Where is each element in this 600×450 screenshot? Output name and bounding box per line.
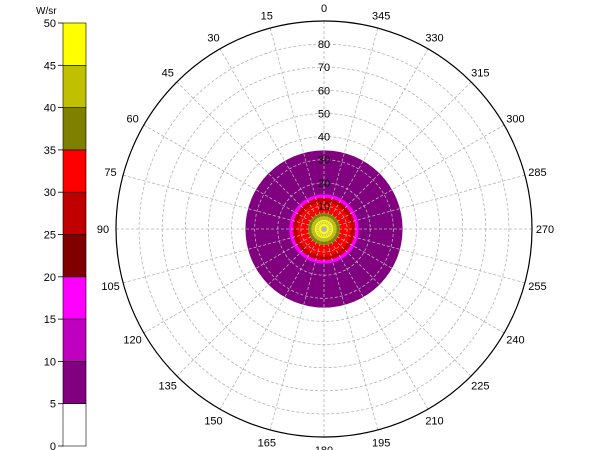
colorbar-tick-label-2: 10 bbox=[44, 356, 56, 368]
radial-tick-label-7: 80 bbox=[318, 39, 330, 51]
colorbar-tick-label-0: 0 bbox=[50, 441, 56, 450]
colorbar-bin-1 bbox=[62, 361, 87, 404]
radial-grid-circle-5 bbox=[184, 89, 464, 369]
radial-tick-label-0: 10 bbox=[318, 201, 330, 213]
radial-tick-label-6: 70 bbox=[318, 62, 330, 74]
colorbar-tick-label-7: 35 bbox=[44, 145, 56, 157]
colorbar-tick-label-9: 45 bbox=[44, 60, 56, 72]
angle-tick-label-13: 195 bbox=[372, 437, 390, 449]
colorbar-bin-8 bbox=[62, 65, 87, 108]
angle-tick-label-12: 180 bbox=[315, 445, 333, 450]
angle-tick-label-15: 225 bbox=[471, 380, 489, 392]
angle-tick-label-10: 150 bbox=[204, 415, 222, 427]
angle-tick-label-5: 75 bbox=[104, 167, 116, 179]
colorbar-tick-label-4: 20 bbox=[44, 272, 56, 284]
angle-tick-label-9: 135 bbox=[159, 380, 177, 392]
angle-tick-label-19: 285 bbox=[528, 167, 546, 179]
angle-tick-label-20: 300 bbox=[506, 114, 524, 126]
colorbar-bin-7 bbox=[62, 107, 87, 151]
colorbar-tick-label-5: 25 bbox=[44, 230, 56, 242]
angle-tick-label-2: 30 bbox=[207, 33, 219, 45]
colorbar-tick-label-6: 30 bbox=[44, 187, 56, 199]
colorbar-tick-label-3: 15 bbox=[44, 314, 56, 326]
radial-tick-label-5: 60 bbox=[318, 85, 330, 97]
colorbar-tick-label-1: 5 bbox=[50, 399, 56, 411]
colorbar-unit-label: W/sr bbox=[36, 6, 57, 17]
radial-tick-label-4: 50 bbox=[318, 108, 330, 120]
angle-tick-label-21: 315 bbox=[471, 68, 489, 80]
radial-grid-circle-2 bbox=[254, 159, 394, 299]
radial-grid-circle-0 bbox=[300, 205, 348, 253]
angle-tick-label-3: 45 bbox=[162, 68, 174, 80]
colorbar-tick-label-8: 40 bbox=[44, 103, 56, 115]
angle-tick-label-7: 105 bbox=[101, 281, 119, 293]
radial-tick-label-1: 20 bbox=[318, 178, 330, 190]
angle-tick-label-16: 240 bbox=[506, 335, 524, 347]
angle-tick-label-0: 0 bbox=[321, 3, 327, 15]
angle-tick-label-11: 165 bbox=[258, 437, 276, 449]
angle-tick-label-23: 345 bbox=[372, 11, 390, 23]
radial-tick-label-3: 40 bbox=[318, 132, 330, 144]
colorbar: 0 5 10 15 20 25 30 35 40 45 50 bbox=[44, 18, 87, 450]
colorbar-bin-2 bbox=[62, 318, 87, 362]
colorbar-bin-3 bbox=[62, 276, 87, 320]
radial-tick-label-2: 30 bbox=[318, 155, 330, 167]
angle-tick-label-17: 255 bbox=[528, 281, 546, 293]
angle-tick-label-22: 330 bbox=[425, 33, 443, 45]
radial-grid-circle-7 bbox=[138, 43, 510, 415]
angle-tick-label-6: 90 bbox=[97, 224, 109, 236]
colorbar-bin-6 bbox=[62, 149, 87, 193]
polar-plot: 0 15 30 45 60 75 90 105 120 135 150 165 180 195 210 225… bbox=[97, 3, 554, 450]
angle-tick-label-1: 15 bbox=[261, 11, 273, 23]
colorbar-bin-0 bbox=[62, 403, 87, 447]
colorbar-bin-4 bbox=[62, 234, 87, 278]
angle-tick-label-4: 60 bbox=[126, 114, 138, 126]
colorbar-bin-5 bbox=[62, 191, 87, 235]
angle-tick-label-18: 270 bbox=[536, 224, 554, 236]
plot-boundary bbox=[115, 20, 533, 438]
angle-tick-label-14: 210 bbox=[425, 415, 443, 427]
angle-tick-label-8: 120 bbox=[123, 335, 141, 347]
colorbar-bin-9 bbox=[62, 22, 87, 66]
colorbar-tick-label-10: 50 bbox=[44, 18, 56, 30]
